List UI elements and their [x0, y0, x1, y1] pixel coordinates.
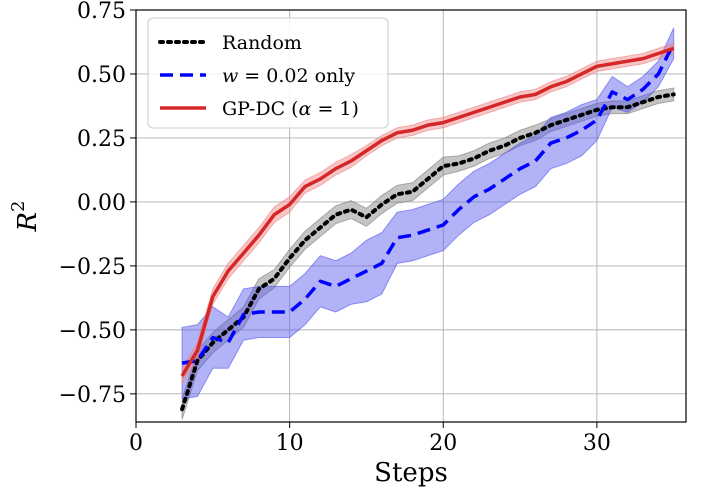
- x-axis-ticks: 0 10 20 30: [129, 422, 611, 456]
- x-tick-label: 30: [583, 431, 611, 456]
- y-axis-ticks: −0.75 −0.50 −0.25 0.00 0.25 0.50 0.75: [59, 0, 136, 408]
- y-axis-label-superscript: 2: [8, 200, 29, 211]
- y-tick-label: −0.75: [59, 383, 126, 408]
- plot-frame: [135, 9, 687, 423]
- y-tick-label: 0.75: [77, 0, 126, 24]
- x-axis-label: Steps: [374, 458, 448, 488]
- y-tick-label: −0.25: [59, 255, 126, 280]
- legend-box: [147, 17, 389, 129]
- legend-label-1: Random: [222, 32, 302, 54]
- x-tick-label: 20: [429, 431, 457, 456]
- y-axis-label-main: R: [13, 212, 43, 233]
- y-axis-label: R2: [8, 200, 43, 232]
- legend-label-part: = 1): [311, 98, 359, 120]
- confidence-bands: [181, 27, 675, 420]
- y-tick-label: 0.50: [77, 63, 126, 88]
- confidence-band-2: [181, 27, 675, 400]
- legend-label-2: w = 0.02 only: [222, 65, 355, 87]
- legend-label-part: GP-DC (: [222, 98, 299, 120]
- legend-label-part: α: [299, 98, 312, 120]
- legend: Random w = 0.02 only GP-DC (α = 1): [147, 17, 389, 129]
- series-line-1: [180, 92, 676, 412]
- y-tick-label: −0.50: [59, 319, 126, 344]
- series-line-3: [180, 46, 675, 377]
- series-lines: [180, 42, 676, 412]
- y-tick-label: 0.25: [77, 127, 126, 152]
- x-tick-label: 10: [276, 431, 304, 456]
- confidence-band-1: [181, 87, 675, 420]
- series-line-2: [181, 42, 676, 365]
- x-tick-label: 0: [129, 431, 143, 456]
- confidence-band-3: [181, 42, 675, 386]
- legend-label-part: = 0.02 only: [238, 65, 355, 87]
- legend-label-part: w: [222, 65, 238, 87]
- y-tick-label: 0.00: [77, 191, 126, 216]
- legend-label-3: GP-DC (α = 1): [222, 98, 359, 120]
